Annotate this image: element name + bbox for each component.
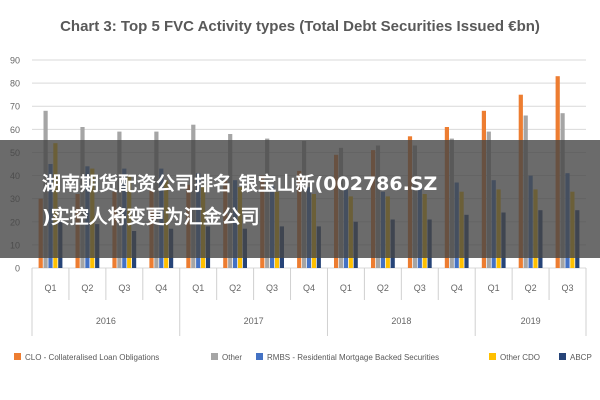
article-headline-overlay: 湖南期货配资公司排名 银宝山新(002786.SZ )实控人将变更为汇金公司 [0,140,600,258]
y-tick-label: 70 [10,102,20,112]
x-group-label: 2017 [244,316,264,326]
x-group-label: 2016 [96,316,116,326]
y-tick-label: 80 [10,79,20,89]
headline-line-2: )实控人将变更为汇金公司 [42,206,260,228]
legend-swatch-0 [14,353,21,360]
legend-swatch-1 [211,353,218,360]
y-tick-label: 0 [15,264,20,274]
legend-label-0: CLO - Collateralised Loan Obligations [25,353,159,362]
legend-swatch-2 [256,353,263,360]
x-tick-label: Q2 [81,283,93,293]
x-tick-label: Q1 [44,283,56,293]
legend-label-1: Other [222,353,242,362]
x-tick-label: Q4 [155,283,167,293]
y-tick-label: 60 [10,125,20,135]
legend-swatch-3 [489,353,496,360]
x-tick-label: Q1 [488,283,500,293]
legend-label-3: Other CDO [500,353,540,362]
x-group-label: 2019 [521,316,541,326]
x-tick-label: Q4 [451,283,463,293]
x-tick-label: Q1 [192,283,204,293]
x-tick-label: Q3 [118,283,130,293]
x-tick-label: Q2 [377,283,389,293]
chart-title: Chart 3: Top 5 FVC Activity types (Total… [60,18,540,35]
x-tick-label: Q2 [525,283,537,293]
x-tick-label: Q3 [562,283,574,293]
x-tick-label: Q1 [340,283,352,293]
x-tick-label: Q4 [303,283,315,293]
x-tick-label: Q3 [266,283,278,293]
legend-label-2: RMBS - Residential Mortgage Backed Secur… [267,353,439,362]
legend-swatch-4 [559,353,566,360]
y-tick-label: 90 [10,56,20,66]
x-tick-label: Q3 [414,283,426,293]
x-tick-label: Q2 [229,283,241,293]
headline-line-1: 湖南期货配资公司排名 银宝山新(002786.SZ [42,173,438,195]
legend-label-4: ABCP [570,353,592,362]
x-group-label: 2018 [391,316,411,326]
